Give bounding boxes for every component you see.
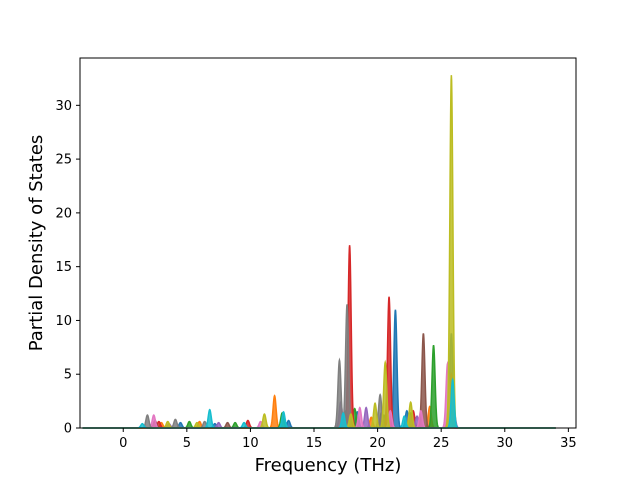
x-tick-label: 25 [433,436,450,451]
plot-frame [79,57,577,429]
y-tick-label: 20 [55,206,72,221]
x-tick-label: 5 [183,436,191,451]
x-axis-title: Frequency (THz) [255,455,402,476]
y-tick-label: 15 [55,260,72,275]
x-tick-label: 30 [497,436,514,451]
y-tick-label: 30 [55,99,72,114]
x-tick-label: 20 [369,436,386,451]
y-axis-title: Partial Density of States [26,135,47,352]
y-tick-label: 5 [64,368,72,383]
y-axis-ticks: 0 5 10 15 20 25 30 [55,99,80,437]
x-tick-label: 35 [560,436,577,451]
x-axis-ticks: 0 5 10 15 20 25 30 35 [119,428,577,451]
y-tick-label: 10 [55,314,72,329]
x-tick-label: 10 [242,436,259,451]
y-tick-label: 0 [64,422,72,437]
x-tick-label: 0 [119,436,127,451]
y-tick-label: 25 [55,153,72,168]
x-tick-label: 15 [306,436,323,451]
